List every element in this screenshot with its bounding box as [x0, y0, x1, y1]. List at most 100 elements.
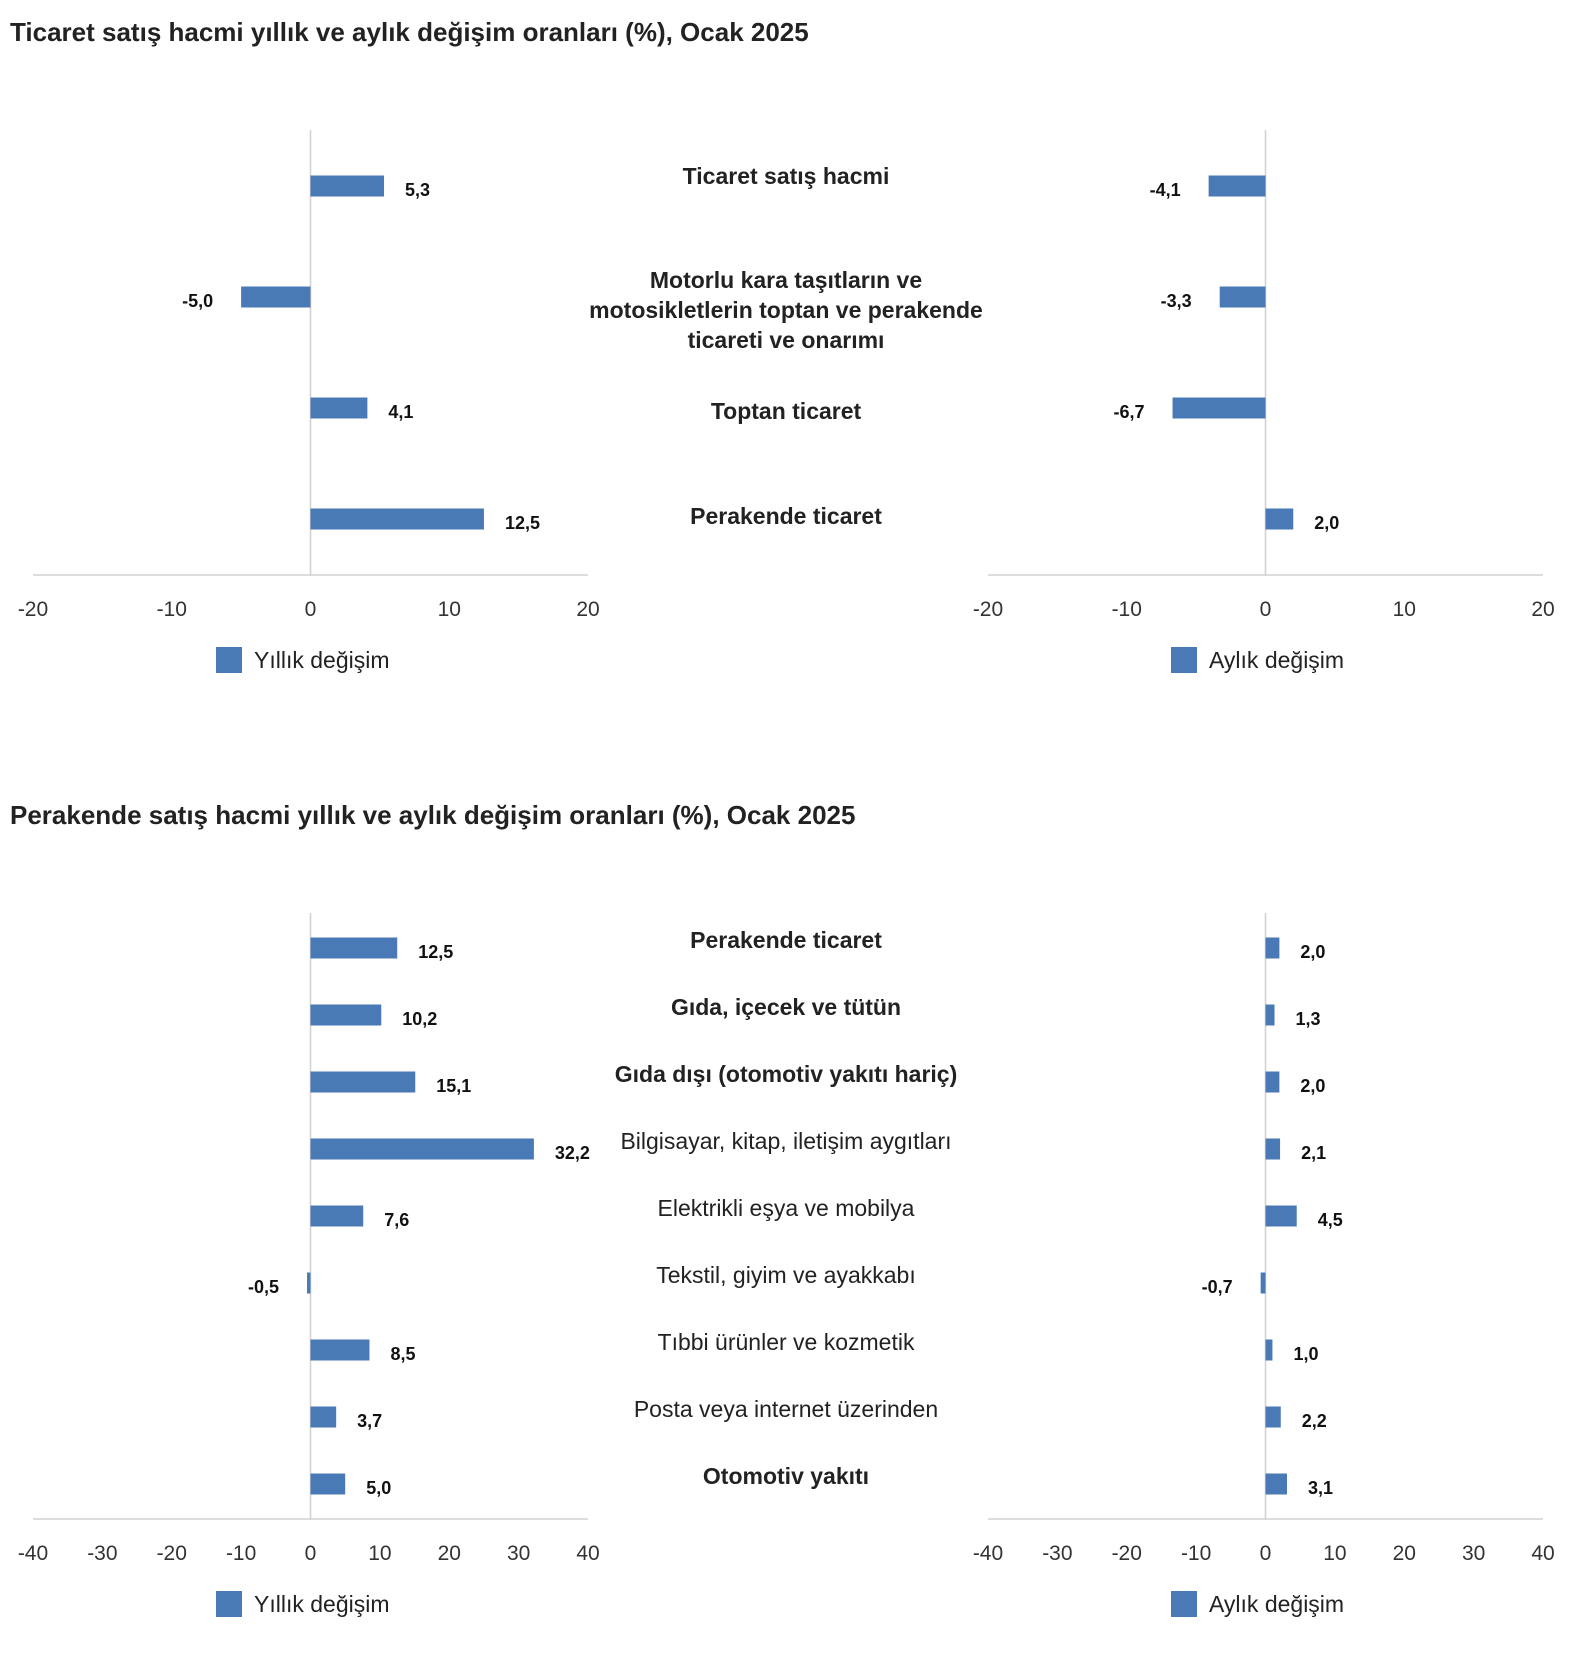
bar — [310, 1071, 416, 1093]
category-label: Otomotiv yakıtı — [702, 1463, 870, 1489]
data-label: 4,5 — [1318, 1210, 1343, 1230]
data-label: 1,0 — [1293, 1344, 1318, 1364]
x-tick-label: -30 — [1042, 1542, 1072, 1565]
data-label: 3,7 — [357, 1411, 382, 1431]
x-tick-label: -20 — [1112, 1542, 1142, 1565]
data-label: -0,7 — [1202, 1277, 1233, 1297]
data-label: 7,6 — [384, 1210, 409, 1230]
bar — [310, 1473, 346, 1495]
x-tick-label: 10 — [438, 598, 461, 621]
x-tick-label: 10 — [1323, 1542, 1346, 1565]
bar — [310, 397, 368, 419]
bar — [1219, 286, 1266, 308]
category-label: Gıda, içecek ve tütün — [670, 994, 902, 1020]
bar — [241, 286, 311, 308]
x-tick-label: -30 — [87, 1542, 117, 1565]
data-label: 2,2 — [1302, 1411, 1327, 1431]
data-label: 2,0 — [1300, 1076, 1325, 1096]
data-label: 5,0 — [366, 1478, 391, 1498]
data-label: 1,3 — [1296, 1009, 1321, 1029]
bar — [1265, 1004, 1275, 1026]
x-tick-label: -10 — [1112, 598, 1142, 621]
data-label: -6,7 — [1114, 402, 1145, 422]
data-label: -3,3 — [1161, 291, 1192, 311]
bar — [310, 175, 385, 197]
bar — [1208, 175, 1266, 197]
x-tick-label: 20 — [576, 598, 599, 621]
category-label: Perakende ticaret — [690, 503, 882, 529]
data-label: -5,0 — [182, 291, 213, 311]
bar — [1265, 508, 1294, 530]
legend-label: Aylık değişim — [1209, 647, 1344, 673]
bar — [310, 1138, 534, 1160]
bar — [310, 1339, 370, 1361]
category-label: Tekstil, giyim ve ayakkabı — [656, 1262, 916, 1288]
data-label: 4,1 — [388, 402, 413, 422]
legend-swatch — [216, 647, 242, 673]
x-tick-label: 30 — [507, 1542, 530, 1565]
bar — [310, 937, 398, 959]
x-tick-label: 0 — [1260, 598, 1272, 621]
bar — [1172, 397, 1266, 419]
bar — [1265, 1138, 1281, 1160]
x-tick-label: 40 — [576, 1542, 599, 1565]
bar — [1265, 1339, 1273, 1361]
x-tick-label: 20 — [438, 1542, 461, 1565]
category-label: Perakende ticaret — [690, 927, 882, 953]
x-tick-label: -10 — [1181, 1542, 1211, 1565]
category-label: Gıda dışı (otomotiv yakıtı hariç) — [614, 1061, 958, 1087]
data-label: 32,2 — [555, 1143, 590, 1163]
x-tick-label: 20 — [1531, 598, 1554, 621]
data-label: 2,0 — [1314, 513, 1339, 533]
x-tick-label: 30 — [1462, 1542, 1485, 1565]
bar — [310, 1004, 382, 1026]
legend-label: Yıllık değişim — [254, 647, 389, 673]
data-label: -0,5 — [248, 1277, 279, 1297]
data-label: 5,3 — [405, 180, 430, 200]
bar — [310, 1205, 364, 1227]
x-tick-label: -20 — [157, 1542, 187, 1565]
legend-swatch — [216, 1591, 242, 1617]
chart-title: Perakende satış hacmi yıllık ve aylık de… — [10, 800, 856, 830]
bar — [1265, 1473, 1288, 1495]
category-label: Posta veya internet üzerinden — [633, 1396, 939, 1422]
bar — [1265, 1071, 1280, 1093]
data-label: 3,1 — [1308, 1478, 1333, 1498]
x-tick-label: 20 — [1393, 1542, 1416, 1565]
category-label: Bilgisayar, kitap, iletişim aygıtları — [620, 1128, 952, 1154]
category-label: Motorlu kara taşıtların ve motosikletler… — [589, 267, 983, 353]
category-label: Ticaret satış hacmi — [682, 163, 890, 189]
legend-label: Aylık değişim — [1209, 1591, 1344, 1617]
bar — [1265, 1406, 1281, 1428]
category-label: Tıbbi ürünler ve kozmetik — [657, 1329, 915, 1355]
x-tick-label: 10 — [1393, 598, 1416, 621]
trade-volume-chart-svg: -20 -10 0 10 20 5,3 -5,0 4,1 12,5 Yıllık değişim -… — [18, 130, 1555, 673]
x-tick-label: -40 — [973, 1542, 1003, 1565]
data-label: -4,1 — [1150, 180, 1181, 200]
x-tick-label: -10 — [157, 598, 187, 621]
data-label: 2,1 — [1301, 1143, 1326, 1163]
legend-swatch — [1171, 647, 1197, 673]
x-tick-label: -10 — [226, 1542, 256, 1565]
bar — [1260, 1272, 1266, 1294]
x-tick-label: -20 — [18, 598, 48, 621]
category-label: Toptan ticaret — [710, 398, 862, 424]
x-tick-label: 0 — [305, 598, 317, 621]
bar — [310, 1406, 337, 1428]
x-tick-label: 0 — [305, 1542, 317, 1565]
data-label: 2,0 — [1300, 942, 1325, 962]
x-tick-label: -20 — [973, 598, 1003, 621]
chart-title: Ticaret satış hacmi yıllık ve aylık deği… — [10, 17, 809, 47]
bar — [1265, 937, 1280, 959]
bar — [1265, 1205, 1297, 1227]
retail-volume-chart-svg: -40 -30 -20 -10 0 10 20 30 40 12,5 10,2 15,1 32,2 7,6… — [18, 913, 1555, 1617]
x-tick-label: 10 — [368, 1542, 391, 1565]
x-tick-label: 40 — [1531, 1542, 1554, 1565]
legend-label: Yıllık değişim — [254, 1591, 389, 1617]
x-tick-label: 0 — [1260, 1542, 1272, 1565]
data-label: 10,2 — [402, 1009, 437, 1029]
data-label: 15,1 — [436, 1076, 471, 1096]
trade-volume-chart: Ticaret satış hacmi yıllık ve aylık deği… — [0, 0, 1580, 760]
data-label: 12,5 — [505, 513, 540, 533]
x-tick-label: -40 — [18, 1542, 48, 1565]
